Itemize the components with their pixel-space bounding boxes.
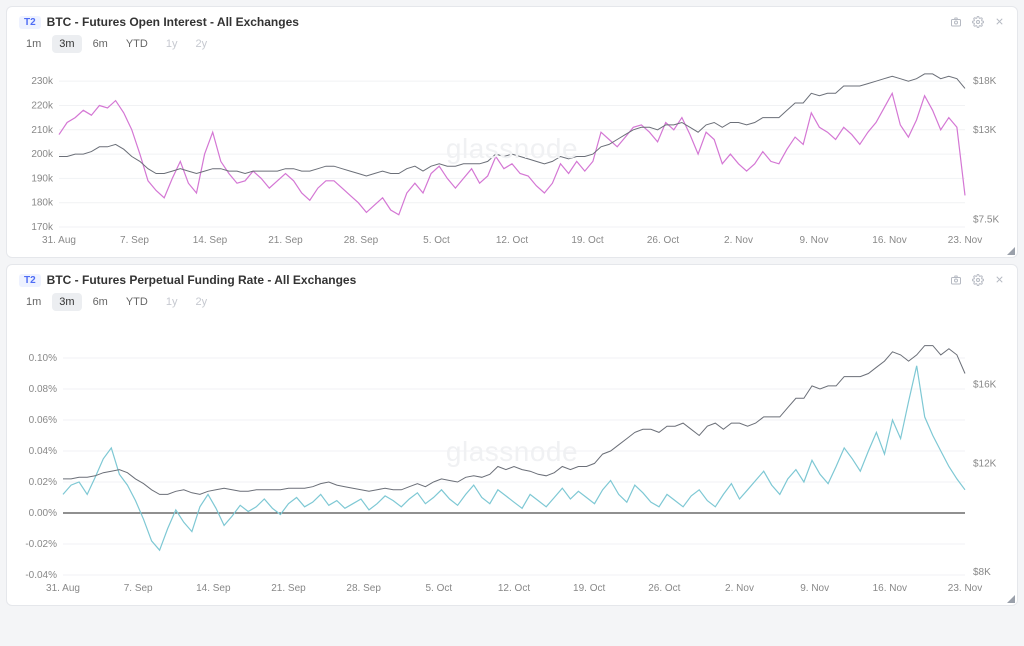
y-axis-tick: 170k [31, 222, 54, 233]
chart-area[interactable]: glassnode-0.04%-0.02%0.00%0.02%0.04%0.06… [19, 315, 1005, 595]
y-axis-tick: 0.08% [29, 384, 57, 395]
y-axis-tick: 190k [31, 173, 54, 184]
x-axis-tick: 28. Sep [346, 583, 381, 594]
camera-icon[interactable] [950, 16, 962, 28]
range-button-ytd[interactable]: YTD [119, 35, 155, 53]
x-axis-tick: 31. Aug [46, 583, 80, 594]
y-axis-tick: 0.10% [29, 353, 57, 364]
chart-area[interactable]: glassnode170k180k190k200k210k220k230k31.… [19, 57, 1005, 247]
gear-icon[interactable] [972, 16, 984, 28]
x-axis-tick: 21. Sep [271, 583, 306, 594]
range-button-1m[interactable]: 1m [19, 293, 48, 311]
series-price [59, 74, 965, 176]
y-right-mark: $13K [973, 125, 997, 136]
x-axis-tick: 2. Nov [724, 235, 753, 246]
y-axis-tick: -0.02% [25, 539, 57, 550]
x-axis-tick: 26. Oct [647, 235, 679, 246]
range-selector: 1m3m 6mYTD1y2y [19, 35, 1005, 53]
y-right-mark: $7.5K [973, 215, 999, 226]
range-button-1m[interactable]: 1m [19, 35, 48, 53]
y-axis-tick: 0.00% [29, 508, 57, 519]
x-axis-tick: 12. Oct [498, 583, 530, 594]
x-axis-tick: 5. Oct [423, 235, 450, 246]
x-axis-tick: 23. Nov [948, 235, 982, 246]
chart-title: BTC - Futures Open Interest - All Exchan… [47, 15, 299, 29]
y-right-mark: $8K [973, 567, 991, 578]
panel-header: T2 BTC - Futures Open Interest - All Exc… [19, 15, 1005, 29]
x-axis-tick: 9. Nov [800, 583, 829, 594]
x-axis-tick: 7. Sep [120, 235, 149, 246]
chart-title: BTC - Futures Perpetual Funding Rate - A… [47, 273, 357, 287]
y-axis-tick: 0.04% [29, 446, 57, 457]
range-button-1y: 1y [159, 35, 185, 53]
x-axis-tick: 16. Nov [873, 583, 907, 594]
x-axis-tick: 28. Sep [344, 235, 379, 246]
tier-badge: T2 [19, 274, 41, 287]
panel-title: T2 BTC - Futures Open Interest - All Exc… [19, 15, 299, 29]
close-icon[interactable] [994, 16, 1005, 28]
y-right-mark: $16K [973, 379, 997, 390]
x-axis-tick: 14. Sep [193, 235, 228, 246]
y-axis-tick: -0.04% [25, 570, 57, 581]
y-right-mark: $18K [973, 76, 997, 87]
range-button-6m[interactable]: 6m [86, 35, 115, 53]
x-axis-tick: 2. Nov [725, 583, 754, 594]
y-right-mark: $12K [973, 458, 997, 469]
x-axis-tick: 31. Aug [42, 235, 76, 246]
x-axis-tick: 12. Oct [496, 235, 528, 246]
range-button-2y: 2y [188, 35, 214, 53]
x-axis-tick: 21. Sep [268, 235, 303, 246]
tier-badge: T2 [19, 16, 41, 29]
panel-title: T2 BTC - Futures Perpetual Funding Rate … [19, 273, 356, 287]
range-button-6m[interactable]: 6m [86, 293, 115, 311]
y-axis-tick: 0.06% [29, 415, 57, 426]
resize-handle[interactable] [1007, 595, 1015, 603]
y-axis-tick: 220k [31, 100, 54, 111]
y-axis-tick: 0.02% [29, 477, 57, 488]
chart-panel: T2 BTC - Futures Open Interest - All Exc… [6, 6, 1018, 258]
close-icon[interactable] [994, 274, 1005, 286]
y-axis-tick: 210k [31, 125, 54, 136]
range-button-2y: 2y [188, 293, 214, 311]
range-button-ytd[interactable]: YTD [119, 293, 155, 311]
chart-panel: T2 BTC - Futures Perpetual Funding Rate … [6, 264, 1018, 606]
x-axis-tick: 5. Oct [425, 583, 452, 594]
x-axis-tick: 14. Sep [196, 583, 231, 594]
x-axis-tick: 19. Oct [573, 583, 605, 594]
x-axis-tick: 7. Sep [124, 583, 153, 594]
panel-header: T2 BTC - Futures Perpetual Funding Rate … [19, 273, 1005, 287]
range-button-3m[interactable]: 3m [52, 35, 81, 53]
y-axis-tick: 200k [31, 149, 54, 160]
y-axis-tick: 230k [31, 76, 54, 87]
series-funding-rate [63, 366, 965, 550]
range-selector: 1m3m 6mYTD1y2y [19, 293, 1005, 311]
x-axis-tick: 26. Oct [648, 583, 680, 594]
gear-icon[interactable] [972, 274, 984, 286]
range-button-1y: 1y [159, 293, 185, 311]
x-axis-tick: 19. Oct [571, 235, 603, 246]
x-axis-tick: 9. Nov [800, 235, 829, 246]
range-button-3m[interactable]: 3m [52, 293, 81, 311]
resize-handle[interactable] [1007, 247, 1015, 255]
x-axis-tick: 23. Nov [948, 583, 982, 594]
x-axis-tick: 16. Nov [872, 235, 906, 246]
y-axis-tick: 180k [31, 198, 54, 209]
camera-icon[interactable] [950, 274, 962, 286]
